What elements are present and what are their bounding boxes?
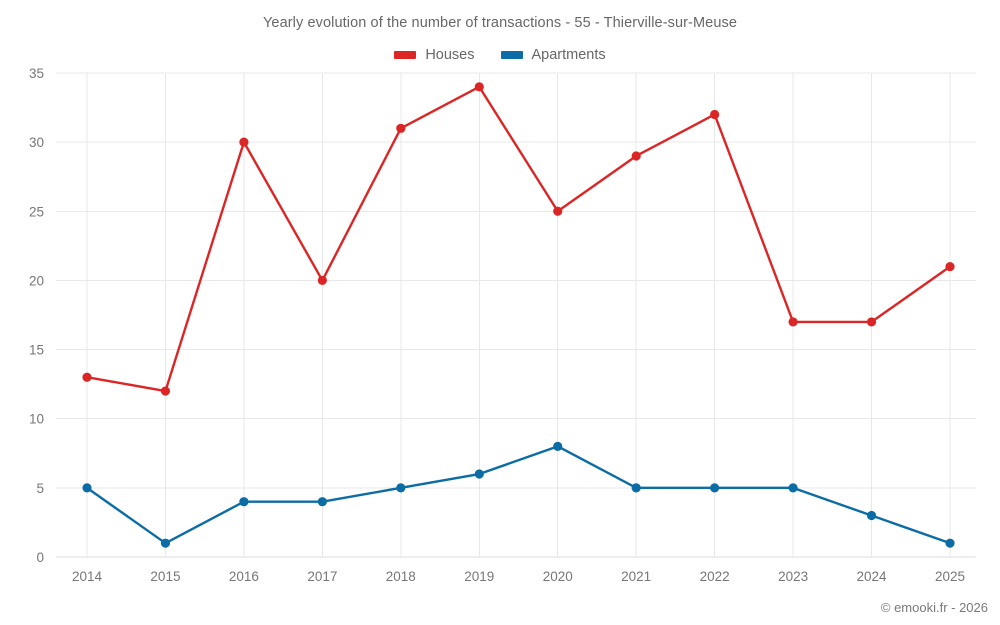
x-axis-tick-label: 2020 [543, 569, 573, 584]
y-axis-tick-label: 10 [29, 412, 44, 427]
legend-item-houses[interactable]: Houses [394, 47, 475, 63]
data-point-apartments[interactable] [631, 483, 641, 493]
y-axis-tick-label: 30 [29, 135, 44, 150]
series-line-apartments [85, 445, 952, 545]
data-point-houses[interactable] [396, 123, 406, 133]
data-point-houses[interactable] [239, 137, 249, 147]
y-axis-tick-label: 35 [29, 66, 44, 81]
legend-label: Apartments [531, 47, 606, 63]
x-axis-tick-label: 2019 [464, 569, 494, 584]
x-axis-tick-label: 2016 [229, 569, 259, 584]
legend-item-apartments[interactable]: Apartments [500, 47, 606, 63]
data-point-houses[interactable] [710, 109, 720, 120]
data-point-apartments[interactable] [160, 538, 171, 548]
x-axis-tick-label: 2018 [386, 569, 416, 584]
x-axis-tick-label: 2024 [857, 569, 888, 584]
footer-credit: © emooki.fr - 2026 [880, 600, 988, 615]
chart-title: Yearly evolution of the number of transa… [262, 15, 738, 31]
x-axis-tick-label: 2015 [150, 569, 180, 584]
x-axis-tick-label: 2014 [72, 569, 103, 584]
x-axis-tick-label: 2021 [621, 569, 651, 584]
legend-swatch-icon [394, 51, 417, 59]
series-line-houses [85, 85, 952, 393]
x-axis-tick-label: 2025 [935, 569, 965, 584]
y-axis-tick-label: 20 [29, 273, 44, 288]
data-point-apartments[interactable] [945, 538, 955, 548]
data-point-apartments[interactable] [82, 483, 92, 493]
y-axis-tick-label: 5 [36, 481, 44, 496]
x-axis-tick-label: 2023 [778, 569, 808, 584]
data-point-apartments[interactable] [710, 483, 720, 493]
y-axis-tick-label: 0 [36, 550, 44, 565]
data-point-houses[interactable] [474, 82, 484, 92]
data-point-houses[interactable] [317, 275, 327, 286]
data-point-houses[interactable] [945, 262, 955, 272]
data-point-houses[interactable] [82, 372, 92, 382]
y-axis-tick-label: 15 [29, 343, 44, 358]
data-point-houses[interactable] [553, 206, 563, 216]
data-point-apartments[interactable] [788, 483, 798, 493]
data-point-houses[interactable] [866, 317, 877, 327]
x-axis-tick-label: 2022 [700, 569, 730, 584]
chart-legend: Houses Apartments [0, 44, 1000, 66]
data-point-houses[interactable] [631, 151, 641, 161]
data-point-houses[interactable] [788, 317, 798, 327]
x-axis-tick-label: 2017 [307, 569, 337, 584]
data-point-apartments[interactable] [553, 441, 563, 451]
data-point-apartments[interactable] [396, 483, 406, 493]
data-point-apartments[interactable] [239, 497, 249, 507]
data-point-houses[interactable] [160, 386, 171, 396]
legend-label: Houses [425, 47, 475, 63]
data-point-apartments[interactable] [474, 469, 484, 479]
legend-swatch-icon [500, 51, 523, 59]
data-point-apartments[interactable] [317, 497, 327, 507]
data-point-apartments[interactable] [866, 510, 877, 521]
y-axis-tick-label: 25 [29, 204, 44, 219]
